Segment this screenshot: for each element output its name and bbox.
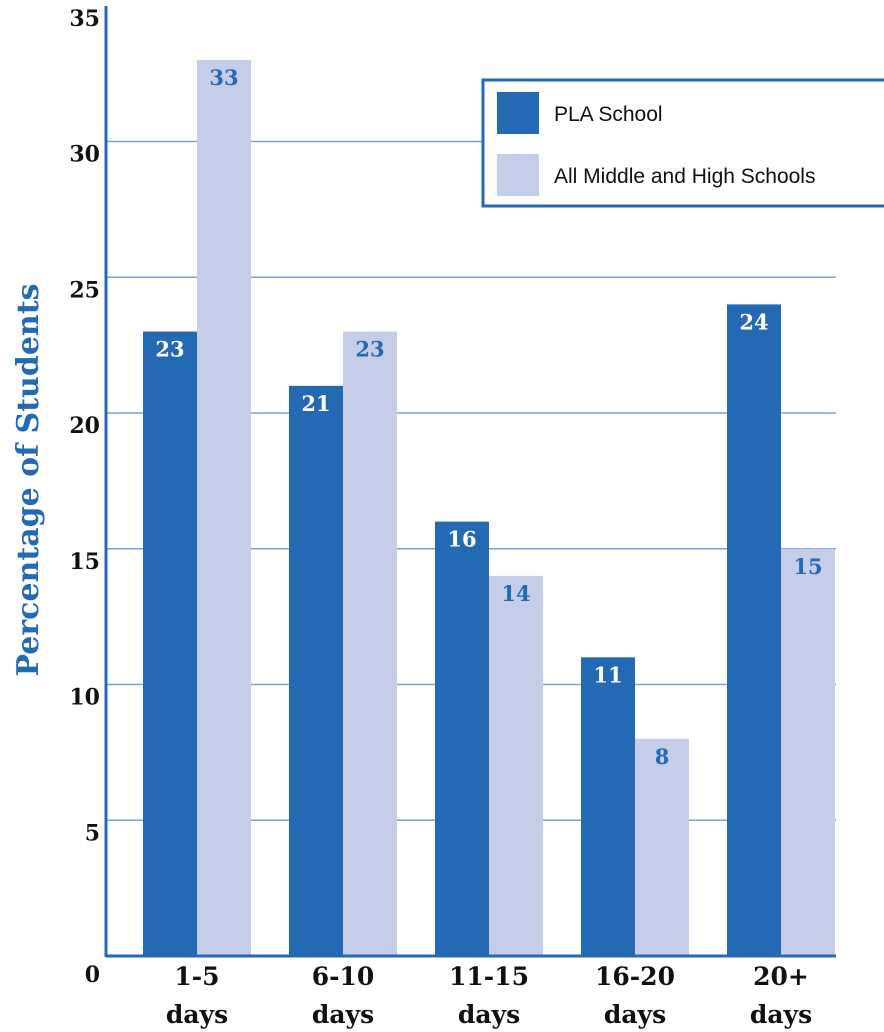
bar xyxy=(143,331,197,956)
bars xyxy=(143,60,835,957)
legend-swatch xyxy=(497,154,539,196)
bar xyxy=(635,738,689,956)
y-tick-labels: 0 5 10 15 20 25 30 35 xyxy=(69,6,100,988)
x-category-label: days xyxy=(458,1000,520,1029)
legend: PLA School All Middle and High Schools xyxy=(481,78,884,208)
bar-value-label: 15 xyxy=(793,554,822,579)
bar xyxy=(581,657,635,956)
bar-value-label: 8 xyxy=(655,744,670,769)
x-category-label: days xyxy=(750,1000,812,1029)
y-axis-title: Percentage of Students xyxy=(11,284,46,677)
bar-value-label: 33 xyxy=(209,65,238,90)
x-category-label: 6-10 xyxy=(312,962,375,991)
bar-value-label: 24 xyxy=(739,309,768,334)
y-tick-label: 30 xyxy=(69,142,100,168)
legend-label: PLA School xyxy=(554,103,663,126)
x-category-label: days xyxy=(166,1000,228,1029)
bar-value-label: 16 xyxy=(447,527,476,552)
legend-label: All Middle and High Schools xyxy=(554,165,815,188)
bar-value-label: 21 xyxy=(301,391,330,416)
legend-box xyxy=(481,78,884,208)
x-category-label: 20+ xyxy=(753,962,809,991)
x-category-label: 11-15 xyxy=(449,962,529,991)
bar xyxy=(197,60,251,957)
bar-value-label: 14 xyxy=(501,581,530,606)
y-tick-label: 5 xyxy=(85,820,100,846)
x-category-label: days xyxy=(312,1000,374,1029)
bar xyxy=(289,385,343,957)
y-tick-label: 15 xyxy=(69,549,100,575)
bar-value-labels: 23 33 21 23 16 14 11 8 24 15 xyxy=(155,65,822,769)
y-tick-label: 25 xyxy=(69,277,100,303)
bar xyxy=(489,575,543,956)
bar-value-label: 23 xyxy=(155,337,184,362)
y-tick-label: 35 xyxy=(69,6,100,32)
bar xyxy=(435,521,489,956)
bar-value-label: 11 xyxy=(593,662,622,687)
legend-swatch xyxy=(497,92,539,134)
x-category-label: 16-20 xyxy=(595,962,675,991)
y-tick-label: 20 xyxy=(69,413,100,439)
bar xyxy=(781,548,835,956)
bar xyxy=(727,304,781,956)
x-category-label: 1-5 xyxy=(174,962,219,991)
y-tick-label: 0 xyxy=(85,962,100,988)
bar-value-label: 23 xyxy=(355,337,384,362)
bar xyxy=(343,331,397,956)
x-category-labels: 1-5 days 6-10 days 11-15 days 16-20 days 20+ days xyxy=(166,962,812,1029)
y-tick-label: 10 xyxy=(69,685,100,711)
x-category-label: days xyxy=(604,1000,666,1029)
